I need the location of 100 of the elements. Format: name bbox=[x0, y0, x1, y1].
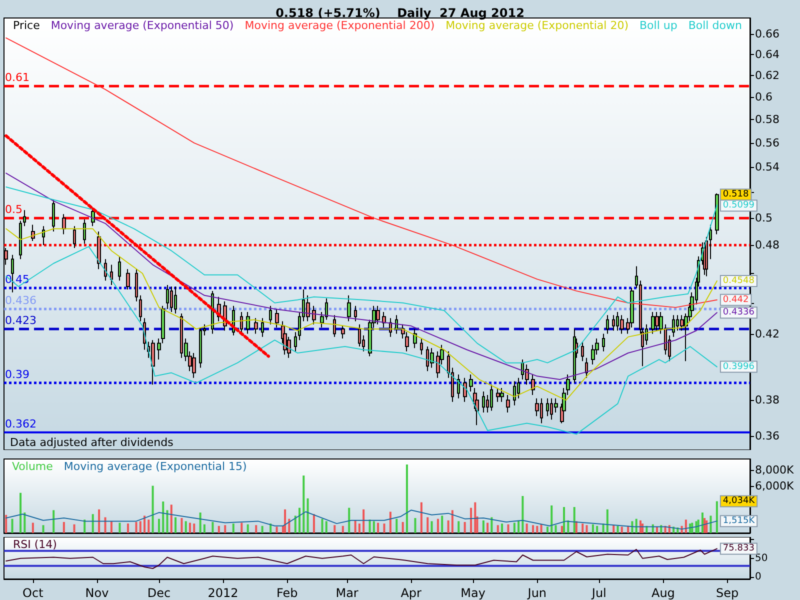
candlestick bbox=[602, 333, 605, 352]
annotation: 0.518 bbox=[722, 190, 749, 200]
annotation: 1,515K bbox=[722, 516, 756, 526]
bar bbox=[126, 524, 129, 533]
bar bbox=[389, 512, 392, 533]
x-tick-label: Oct bbox=[22, 586, 44, 600]
candlestick bbox=[500, 388, 504, 402]
candlestick bbox=[546, 398, 549, 417]
x-tick-label: Feb bbox=[276, 586, 298, 600]
bar bbox=[396, 518, 398, 533]
bar bbox=[697, 520, 700, 533]
candlestick bbox=[573, 328, 576, 384]
y-tick-label: 0.66 bbox=[755, 27, 780, 40]
line-series bbox=[6, 548, 718, 569]
candlestick bbox=[110, 264, 113, 286]
bar bbox=[170, 504, 172, 533]
bar bbox=[586, 525, 588, 533]
bar bbox=[302, 476, 305, 533]
annotation: 0.442 bbox=[722, 294, 749, 305]
bar bbox=[62, 522, 65, 533]
candlestick bbox=[151, 340, 155, 386]
bar bbox=[152, 486, 154, 533]
bar bbox=[706, 520, 708, 533]
bar bbox=[420, 502, 422, 533]
candlestick bbox=[513, 380, 516, 406]
candlestick bbox=[457, 374, 460, 399]
candlestick bbox=[525, 364, 529, 386]
bar bbox=[135, 522, 138, 533]
series-label: RSI (14) bbox=[13, 538, 57, 551]
bar bbox=[458, 521, 460, 533]
candlestick bbox=[341, 325, 345, 340]
bar bbox=[560, 526, 563, 533]
y-tick-label: 0.54 bbox=[755, 160, 780, 174]
bar bbox=[377, 522, 380, 533]
bar bbox=[540, 524, 542, 533]
x-tick-label: Nov bbox=[85, 586, 109, 600]
bar bbox=[701, 512, 704, 533]
candlestick bbox=[166, 284, 169, 310]
text: Moving average (Exponential 50) bbox=[50, 19, 234, 32]
text: Price bbox=[13, 19, 40, 32]
y-tick-label: 0.56 bbox=[755, 136, 780, 150]
bar bbox=[430, 521, 433, 533]
y-tick-label: 0.6 bbox=[755, 90, 772, 104]
bar bbox=[464, 522, 466, 533]
candlestick bbox=[420, 338, 423, 356]
bar bbox=[232, 524, 234, 533]
text: Moving average (Exponential 200) bbox=[244, 19, 435, 32]
bar bbox=[224, 525, 226, 533]
bar bbox=[490, 517, 493, 533]
bar bbox=[496, 525, 499, 533]
bar bbox=[276, 526, 278, 533]
bar bbox=[321, 518, 324, 533]
y-tick-label: 0.58 bbox=[755, 113, 780, 126]
annotation: 0.3996 bbox=[722, 362, 755, 372]
candlestick bbox=[246, 312, 250, 334]
candlestick bbox=[254, 318, 258, 334]
bar bbox=[501, 524, 504, 533]
candlestick bbox=[199, 326, 202, 368]
candlestick bbox=[490, 384, 493, 412]
candlestick bbox=[430, 348, 434, 368]
candlestick bbox=[52, 199, 55, 232]
candlestick bbox=[376, 305, 380, 325]
x-tick-label: Sep bbox=[716, 586, 739, 600]
bar bbox=[441, 516, 444, 533]
bar bbox=[402, 522, 404, 533]
x-tick-label: May bbox=[460, 586, 486, 600]
bar bbox=[174, 517, 177, 533]
bar bbox=[284, 509, 286, 533]
bar bbox=[486, 522, 489, 533]
candlestick bbox=[73, 226, 76, 248]
bar bbox=[704, 518, 706, 533]
y-tick-label: 0.36 bbox=[755, 430, 780, 443]
text: Boll down bbox=[688, 19, 742, 32]
bar bbox=[546, 526, 548, 533]
candlestick bbox=[531, 374, 535, 396]
candlestick bbox=[170, 286, 173, 313]
bar bbox=[184, 521, 187, 533]
text: Boll up bbox=[640, 19, 678, 32]
candlestick bbox=[347, 294, 351, 322]
candlestick bbox=[294, 332, 297, 352]
candlestick bbox=[358, 324, 361, 348]
bar bbox=[372, 521, 375, 533]
bar bbox=[358, 524, 360, 533]
bar bbox=[582, 524, 584, 533]
x-tick-label: Mar bbox=[336, 586, 358, 600]
candlestick bbox=[19, 220, 22, 260]
candlestick bbox=[655, 312, 659, 332]
candlestick bbox=[333, 314, 336, 338]
bar bbox=[148, 520, 150, 533]
bar bbox=[567, 520, 570, 533]
bar bbox=[354, 520, 356, 533]
candlestick bbox=[312, 305, 316, 325]
bar bbox=[474, 502, 476, 533]
y-tick-label: 0.38 bbox=[755, 394, 780, 407]
bar bbox=[348, 508, 350, 533]
x-tick-label: 2012 bbox=[208, 586, 238, 600]
y-tick-label: 0.64 bbox=[755, 48, 780, 61]
bar bbox=[298, 508, 301, 533]
bar bbox=[73, 524, 76, 533]
bar bbox=[118, 522, 121, 533]
